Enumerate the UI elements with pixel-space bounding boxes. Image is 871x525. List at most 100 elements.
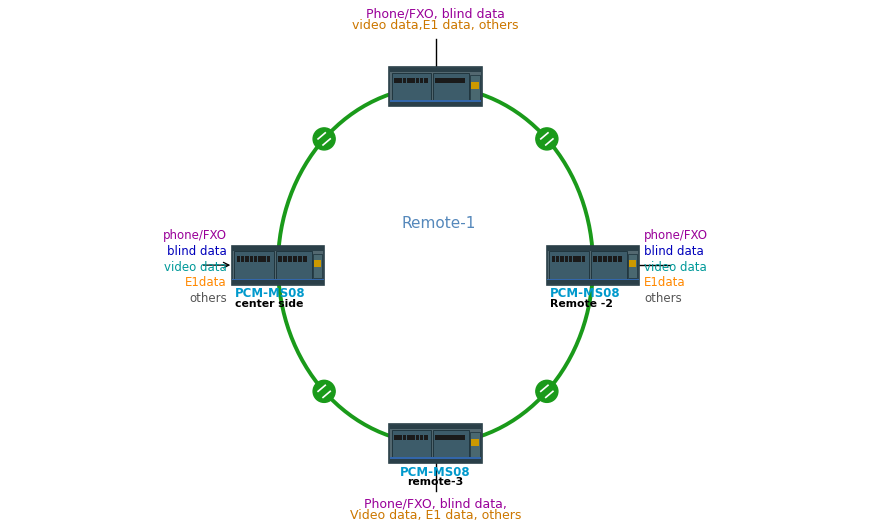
Bar xyxy=(407,78,410,83)
FancyBboxPatch shape xyxy=(433,73,469,100)
Text: phone/FXO: phone/FXO xyxy=(645,229,708,242)
Bar xyxy=(629,260,636,267)
Bar xyxy=(415,435,419,440)
Bar xyxy=(411,78,415,83)
Bar xyxy=(560,256,564,262)
Bar xyxy=(283,256,287,262)
Bar xyxy=(618,256,622,262)
Bar xyxy=(420,78,423,83)
Bar xyxy=(298,256,302,262)
Bar xyxy=(278,256,282,262)
Bar xyxy=(628,254,637,278)
Text: phone/FXO: phone/FXO xyxy=(163,229,226,242)
Text: Remote -2: Remote -2 xyxy=(550,299,612,309)
FancyBboxPatch shape xyxy=(392,430,431,457)
Bar xyxy=(436,78,440,83)
Bar xyxy=(564,256,568,262)
Bar xyxy=(577,256,581,262)
Text: PCM-MS08: PCM-MS08 xyxy=(400,466,471,479)
Bar xyxy=(569,256,572,262)
Bar xyxy=(598,256,602,262)
Bar xyxy=(398,78,402,83)
Bar xyxy=(293,256,297,262)
FancyBboxPatch shape xyxy=(392,73,431,100)
Text: blind data: blind data xyxy=(645,245,704,258)
Bar xyxy=(314,260,321,267)
Bar xyxy=(407,435,410,440)
Bar xyxy=(441,78,445,83)
Circle shape xyxy=(313,380,335,402)
Bar xyxy=(461,435,465,440)
Bar xyxy=(613,256,618,262)
Bar xyxy=(389,457,482,459)
Bar xyxy=(470,432,480,457)
Bar xyxy=(424,435,428,440)
FancyBboxPatch shape xyxy=(389,67,482,106)
Bar xyxy=(603,256,607,262)
Bar xyxy=(232,280,324,284)
Text: PCM-MS08: PCM-MS08 xyxy=(234,287,306,300)
FancyBboxPatch shape xyxy=(591,251,626,279)
Bar xyxy=(556,256,559,262)
FancyBboxPatch shape xyxy=(433,430,469,457)
Bar xyxy=(402,78,406,83)
Text: E1data: E1data xyxy=(645,277,685,289)
FancyBboxPatch shape xyxy=(275,251,312,279)
Bar xyxy=(547,279,639,280)
Bar xyxy=(471,439,479,446)
Bar xyxy=(445,435,449,440)
Bar xyxy=(424,78,428,83)
Bar xyxy=(241,256,245,262)
Bar xyxy=(253,256,257,262)
Bar xyxy=(288,256,293,262)
Bar xyxy=(258,256,261,262)
Bar xyxy=(249,256,253,262)
Bar xyxy=(551,256,555,262)
Bar xyxy=(389,68,482,72)
FancyBboxPatch shape xyxy=(389,424,482,463)
Bar xyxy=(441,435,445,440)
Bar xyxy=(246,256,249,262)
Circle shape xyxy=(536,128,558,150)
Bar xyxy=(402,435,406,440)
Bar xyxy=(450,435,455,440)
Bar xyxy=(313,254,322,278)
Bar xyxy=(389,102,482,106)
Bar xyxy=(237,256,240,262)
Text: video data,E1 data, others: video data,E1 data, others xyxy=(352,19,519,32)
Bar xyxy=(303,256,307,262)
Bar xyxy=(573,256,577,262)
FancyBboxPatch shape xyxy=(550,251,589,279)
Bar xyxy=(608,256,612,262)
Text: Phone/FXO, blind data: Phone/FXO, blind data xyxy=(366,7,505,20)
Bar xyxy=(461,78,465,83)
Bar xyxy=(436,435,440,440)
Bar xyxy=(395,435,398,440)
Circle shape xyxy=(536,380,558,402)
Text: blind data: blind data xyxy=(167,245,226,258)
Bar xyxy=(389,425,482,429)
Bar xyxy=(593,256,598,262)
FancyBboxPatch shape xyxy=(232,246,325,285)
Bar xyxy=(232,246,324,251)
Bar xyxy=(398,435,402,440)
Text: Phone/FXO, blind data,: Phone/FXO, blind data, xyxy=(364,498,507,511)
Bar xyxy=(232,279,324,280)
Bar xyxy=(456,78,460,83)
Text: Remote-1: Remote-1 xyxy=(402,216,476,230)
Bar xyxy=(389,100,482,102)
Bar xyxy=(415,78,419,83)
Bar xyxy=(547,246,639,251)
Text: PCM-MS08: PCM-MS08 xyxy=(550,287,620,300)
Bar xyxy=(450,78,455,83)
Text: others: others xyxy=(189,292,226,305)
Text: Video data, E1 data, others: Video data, E1 data, others xyxy=(350,509,521,522)
Bar xyxy=(267,256,270,262)
Bar xyxy=(445,78,449,83)
Bar xyxy=(470,75,480,100)
Bar xyxy=(262,256,266,262)
FancyBboxPatch shape xyxy=(546,246,639,285)
Bar xyxy=(456,435,460,440)
Bar xyxy=(389,459,482,463)
FancyBboxPatch shape xyxy=(234,251,274,279)
